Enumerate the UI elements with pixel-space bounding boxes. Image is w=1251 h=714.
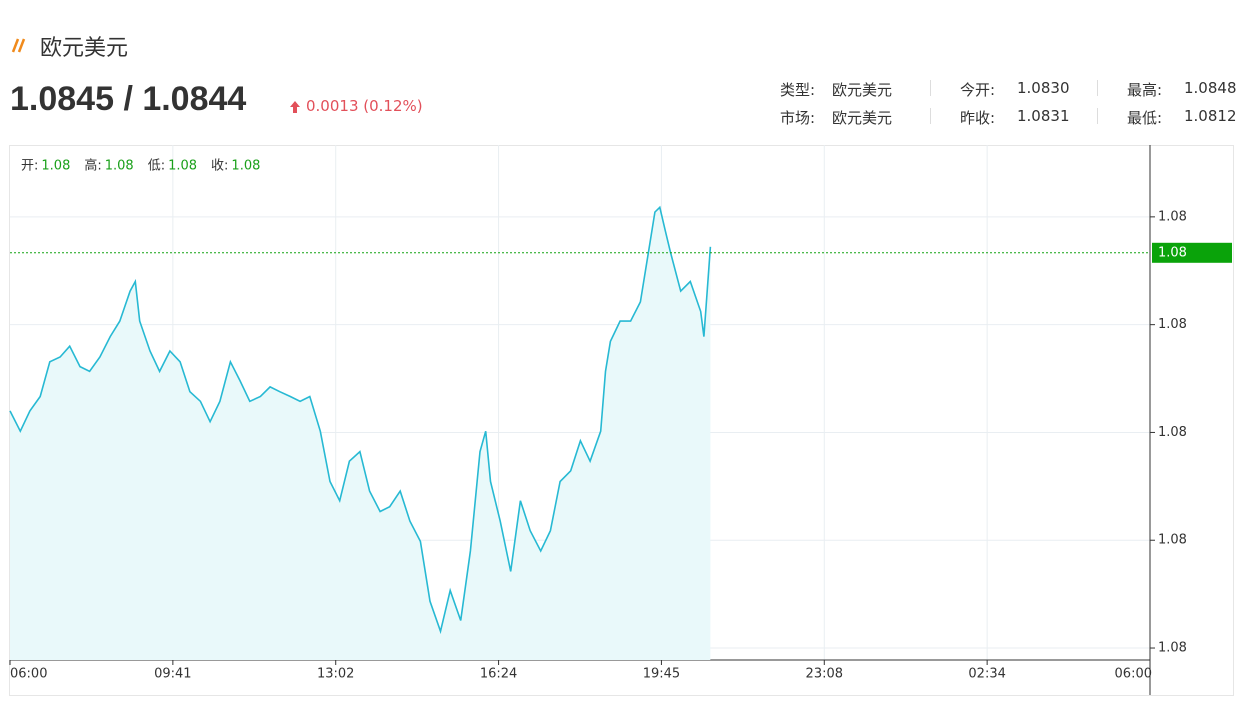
info-label: 最高: [1127,81,1163,99]
chart: 1.08 1.08 1.08 1.08 1.08 06:00 09:41 13:02 16:24… [9,145,1234,696]
price: 1.0845 / 1.0844 [10,80,247,118]
ohlc-label: 开: [21,159,38,174]
x-tick-label: 23:08 [806,667,843,682]
info-label: 市场: [780,109,816,127]
chart-frame [9,145,1234,696]
info-label: 昨收: [960,109,996,127]
info-label: 今开: [960,81,996,99]
x-tick-label: 06:00 [1115,667,1152,682]
ohlc-value: 1.08 [105,159,134,174]
info-value: 1.0830 [1017,79,1070,97]
x-tick-label: 09:41 [154,667,191,682]
area [10,207,711,661]
y-tick-label: 1.08 [1158,533,1187,548]
last-price-label: 1.08 [1158,245,1187,260]
line [9,205,712,635]
info-value: 欧元美元 [832,109,893,127]
info-label: 最低: [1127,109,1163,127]
separator [1097,108,1098,124]
ohlc-label: 收: [211,159,228,174]
info-label: 类型: [780,81,816,99]
x-tick-label: 02:34 [968,667,1005,682]
info-value: 欧元美元 [832,81,893,99]
info-value: 1.0848 [1184,79,1237,97]
x-tick-label: 13:02 [317,667,354,682]
separator [1097,80,1098,96]
ohlc-value: 1.08 [231,159,260,174]
title: 欧元美元 [40,36,129,61]
y-tick-label: 1.08 [1158,317,1187,332]
ohlc-value: 1.08 [168,159,197,174]
ohlc-label: 高: [84,158,101,174]
info-value: 1.0831 [1017,107,1070,125]
x-tick-label: 06:00 [10,667,47,682]
up-arrow [290,101,300,113]
ohlc-label: 低: [148,159,165,174]
separator [930,80,931,96]
x-tick-label: 16:24 [480,667,517,682]
last-price-box [1152,242,1232,263]
y-tick-label: 1.08 [1158,425,1187,440]
y-tick-label: 1.08 [1158,641,1187,656]
y-tick-label: 1.08 [1158,209,1187,224]
price-change: 0.0013 (0.12%) [306,97,423,115]
ohlc-value: 1.08 [41,159,70,174]
title-icon [11,38,26,53]
info-value: 1.0812 [1184,107,1237,125]
separator [930,108,931,124]
x-tick-label: 19:45 [643,667,680,682]
